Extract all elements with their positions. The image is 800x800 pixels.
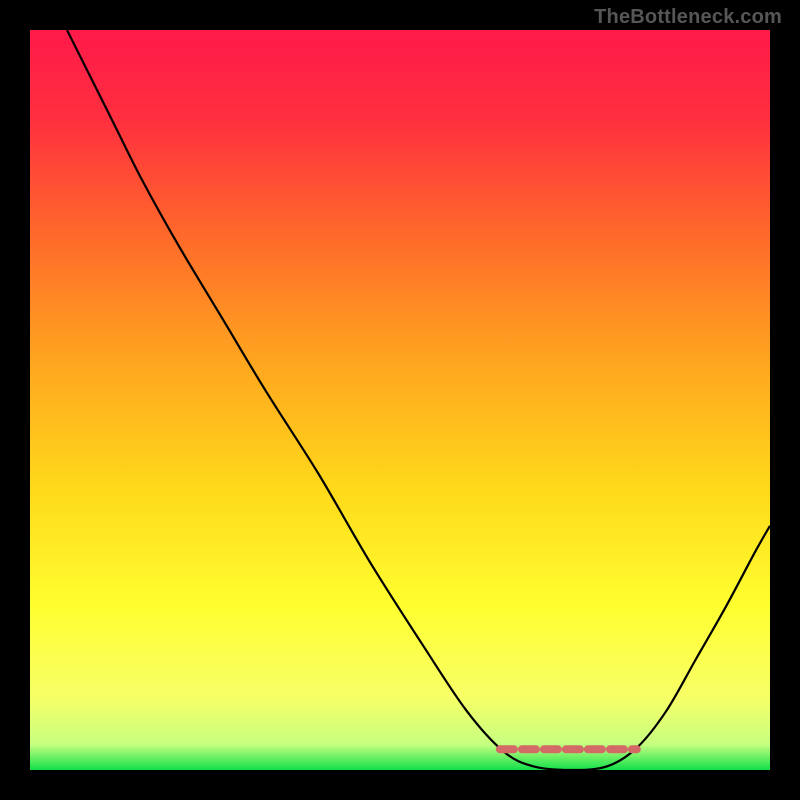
- chart-container: TheBottleneck.com: [0, 0, 800, 800]
- chart-background: [30, 30, 770, 770]
- bottleneck-curve-chart: [0, 0, 800, 800]
